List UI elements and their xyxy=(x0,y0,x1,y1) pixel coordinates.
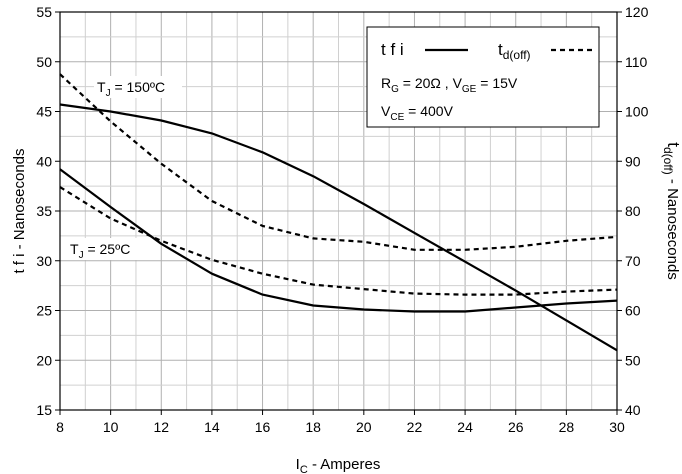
y-left-tick-label: 30 xyxy=(36,253,52,269)
y-right-tick-label: 110 xyxy=(625,54,648,70)
annotation-tj-150-bg xyxy=(94,76,182,98)
y-left-tick-label: 40 xyxy=(36,153,52,169)
x-tick-label: 20 xyxy=(356,419,372,435)
y-axis-right-title: td(off) - Nanoseconds xyxy=(661,142,682,280)
x-tick-label: 30 xyxy=(609,419,625,435)
x-tick-label: 12 xyxy=(153,419,169,435)
legend: t f i td(off) RG = 20Ω , VGE = 15V VCE =… xyxy=(366,26,600,128)
legend-tfi-label: t f i xyxy=(381,40,404,59)
legend-tdoff-label: td(off) xyxy=(498,40,531,62)
y-left-tick-label: 25 xyxy=(36,303,52,319)
y-right-tick-label: 40 xyxy=(625,402,641,418)
y-right-tick-label: 100 xyxy=(625,104,649,120)
x-tick-label: 28 xyxy=(559,419,575,435)
x-axis-title: IC - Amperes xyxy=(296,456,381,474)
y-left-tick-label: 35 xyxy=(36,203,52,219)
y-right-tick-label: 50 xyxy=(625,352,641,368)
x-tick-label: 16 xyxy=(255,419,271,435)
y-axis-left-title: t f i - Nanoseconds xyxy=(11,148,28,273)
y-right-tick-label: 90 xyxy=(625,153,641,169)
tfi-150c-line xyxy=(59,103,618,352)
legend-conditions-line1: RG = 20Ω , VGE = 15V xyxy=(381,75,518,95)
annotation-tj-25: TJ = 25ºC xyxy=(67,238,147,261)
annotation-tj-25-text: TJ = 25ºC xyxy=(70,241,130,261)
annotation-tj-150: TJ = 150ºC xyxy=(94,76,182,99)
x-tick-label: 10 xyxy=(103,419,119,435)
x-tick-label: 8 xyxy=(56,419,64,435)
legend-conditions-line2: VCE = 400V xyxy=(381,103,454,123)
tfi-25c-line xyxy=(59,168,618,313)
y-right-tick-label: 80 xyxy=(625,203,641,219)
x-tick-label: 18 xyxy=(305,419,321,435)
annotation-tj-150-text: TJ = 150ºC xyxy=(97,79,165,99)
legend-box xyxy=(366,26,600,128)
series-layer xyxy=(59,73,618,352)
x-tick-label: 14 xyxy=(204,419,220,435)
y-left-tick-label: 20 xyxy=(36,352,52,368)
y-right-tick-label: 70 xyxy=(625,253,641,269)
y-left-tick-label: 45 xyxy=(36,104,52,120)
ticks: 8 10 12 14 16 18 20 22 24 26 28 30 15 20 25 30 35 40 45 50 5… xyxy=(36,4,648,435)
x-tick-label: 26 xyxy=(508,419,524,435)
annotation-tj-25-bg xyxy=(67,238,147,260)
y-left-tick-label: 55 xyxy=(36,4,52,20)
x-tick-label: 22 xyxy=(407,419,423,435)
tdoff-25c-line xyxy=(59,186,618,296)
y-left-tick-label: 50 xyxy=(36,54,52,70)
x-tick-label: 24 xyxy=(457,419,473,435)
y-left-tick-label: 15 xyxy=(36,402,52,418)
y-right-tick-label: 60 xyxy=(625,303,641,319)
y-right-tick-label: 120 xyxy=(625,4,649,20)
